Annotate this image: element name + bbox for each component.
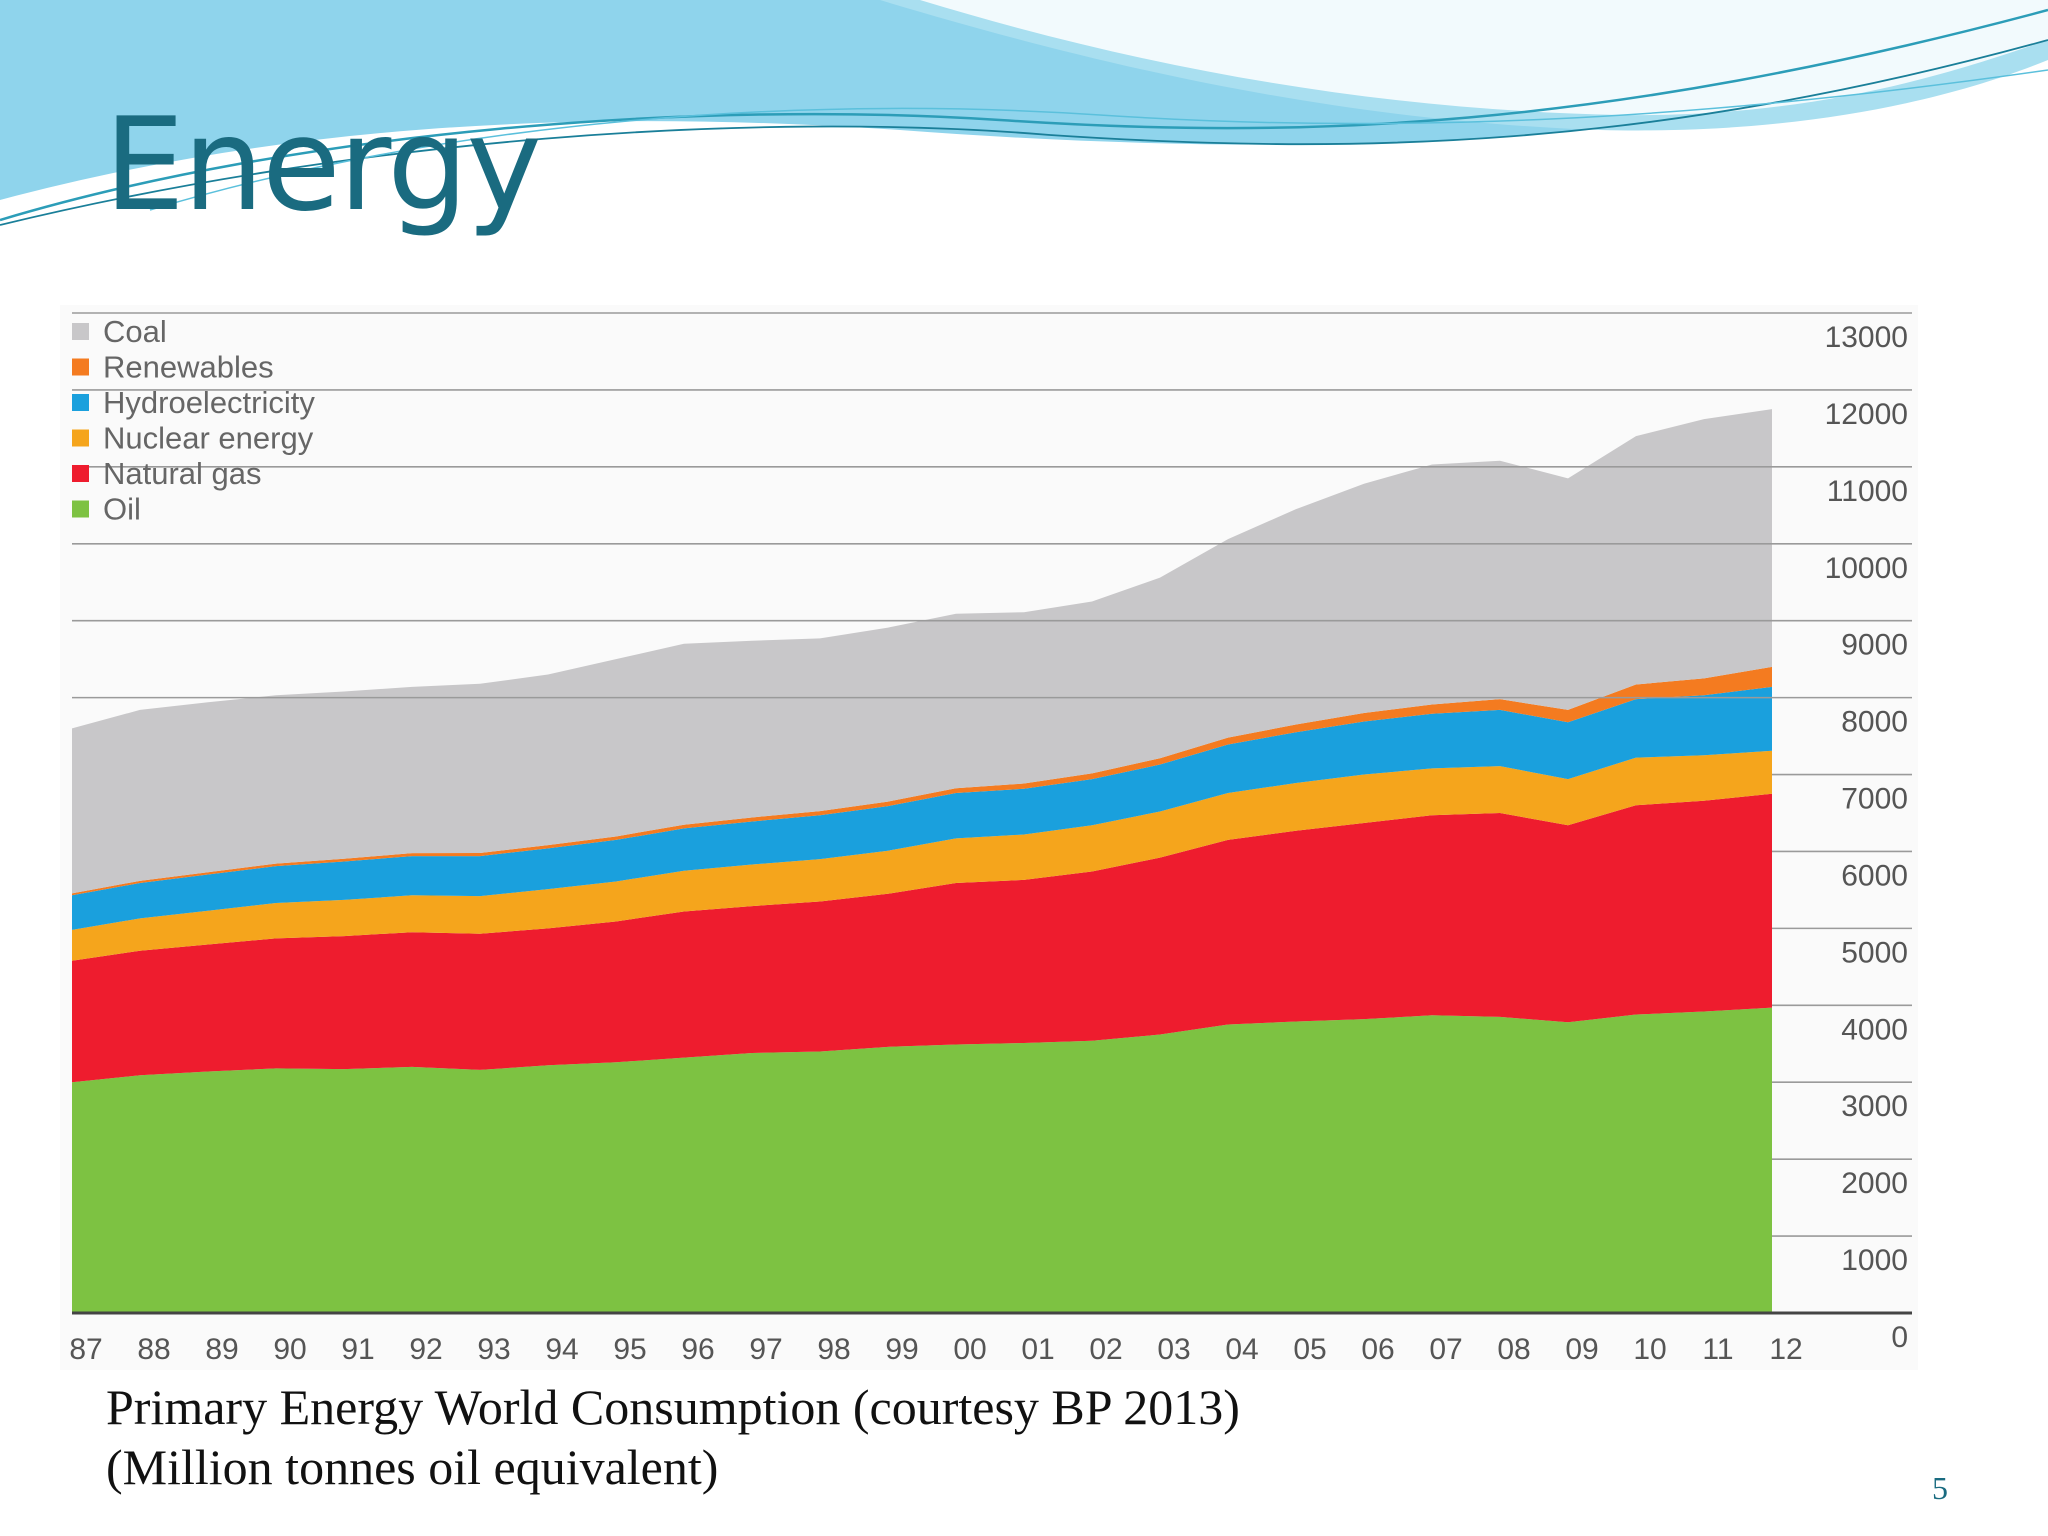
y-tick-label: 5000 xyxy=(1841,936,1908,969)
x-tick-label: 02 xyxy=(1089,1333,1122,1366)
area-natural-gas xyxy=(72,793,1772,1083)
y-tick-label: 0 xyxy=(1891,1321,1908,1354)
area-oil xyxy=(72,1007,1772,1313)
y-tick-label: 9000 xyxy=(1841,629,1908,662)
x-tick-label: 04 xyxy=(1225,1333,1258,1366)
x-tick-label: 07 xyxy=(1429,1333,1462,1366)
wave-line-2 xyxy=(0,39,2048,226)
y-tick-label: 8000 xyxy=(1841,706,1908,739)
x-tick-label: 97 xyxy=(749,1333,782,1366)
slide-number: 5 xyxy=(1932,1470,1948,1506)
legend-swatch-hydroelectricity xyxy=(72,394,89,411)
legend-label: Oil xyxy=(103,492,141,527)
y-tick-label: 10000 xyxy=(1825,552,1908,585)
x-tick-label: 12 xyxy=(1769,1333,1802,1366)
x-tick-label: 89 xyxy=(205,1333,238,1366)
y-tick-label: 3000 xyxy=(1841,1090,1908,1123)
legend-swatch-natural-gas xyxy=(72,465,89,482)
y-tick-label: 12000 xyxy=(1825,398,1908,431)
x-tick-label: 10 xyxy=(1633,1333,1666,1366)
legend-label: Coal xyxy=(103,314,167,349)
chart-caption-line-1: Primary Energy World Consumption (courte… xyxy=(106,1379,1240,1435)
y-tick-label: 13000 xyxy=(1825,321,1908,354)
wave-line-3 xyxy=(149,69,2048,211)
x-tick-label: 98 xyxy=(817,1333,850,1366)
gridlines-group xyxy=(72,312,1912,1315)
x-tick-label: 03 xyxy=(1157,1333,1190,1366)
x-tick-label: 88 xyxy=(137,1333,170,1366)
x-tick-label: 93 xyxy=(477,1333,510,1366)
y-tick-labels-group: 1300012000110001000090008000700060005000… xyxy=(1825,321,1908,1354)
x-tick-label: 92 xyxy=(409,1333,442,1366)
x-tick-label: 99 xyxy=(885,1333,918,1366)
legend-label: Nuclear energy xyxy=(103,421,314,456)
y-tick-label: 7000 xyxy=(1841,783,1908,816)
x-tick-label: 01 xyxy=(1021,1333,1054,1366)
area-nuclear-energy xyxy=(72,750,1772,961)
legend-label: Natural gas xyxy=(103,456,262,491)
y-tick-label: 2000 xyxy=(1841,1167,1908,1200)
legend-label: Renewables xyxy=(103,350,274,385)
legend-swatch-oil xyxy=(72,500,89,518)
chart-caption-line-2: (Million tonnes oil equivalent) xyxy=(106,1439,719,1495)
x-tick-labels-group: 87 88 89 90 91 92 93 94 95 96 97 98 99 00 01 02 03 04 05 06… xyxy=(69,1333,1802,1366)
x-tick-label: 91 xyxy=(341,1333,374,1366)
x-tick-label: 11 xyxy=(1702,1333,1733,1366)
x-tick-label: 05 xyxy=(1293,1333,1326,1366)
x-tick-label: 87 xyxy=(69,1333,102,1366)
area-hydroelectricity xyxy=(72,686,1772,930)
x-tick-label: 90 xyxy=(273,1333,306,1366)
x-tick-label: 08 xyxy=(1497,1333,1530,1366)
x-tick-label: 09 xyxy=(1565,1333,1598,1366)
wave-band-white xyxy=(920,0,2048,116)
x-tick-label: 96 xyxy=(681,1333,714,1366)
energy-consumption-chart: 13000 12000 11000 10000 9000 8000 7000 6000 5000… xyxy=(60,305,1918,1370)
area-renewables xyxy=(72,666,1772,896)
y-tick-label: 1000 xyxy=(1841,1244,1908,1277)
legend-swatch-renewables xyxy=(72,358,89,376)
legend-label: Hydroelectricity xyxy=(103,385,315,420)
y-tick-label: 4000 xyxy=(1841,1013,1908,1046)
chart-svg: 1300012000110001000090008000700060005000… xyxy=(60,305,1918,1370)
slide-title: Energy xyxy=(104,91,542,240)
wave-line-1 xyxy=(0,8,2048,222)
x-tick-label: 95 xyxy=(613,1333,646,1366)
x-tick-label: 00 xyxy=(953,1333,986,1366)
y-tick-label: 6000 xyxy=(1841,859,1908,892)
legend-swatch-nuclear-energy xyxy=(72,429,89,447)
area-coal xyxy=(72,409,1772,894)
legend-swatch-coal xyxy=(72,323,89,340)
y-tick-label: 11000 xyxy=(1827,475,1908,508)
area-series-group xyxy=(72,409,1772,1313)
x-tick-label: 94 xyxy=(545,1333,578,1366)
x-tick-label: 06 xyxy=(1361,1333,1394,1366)
